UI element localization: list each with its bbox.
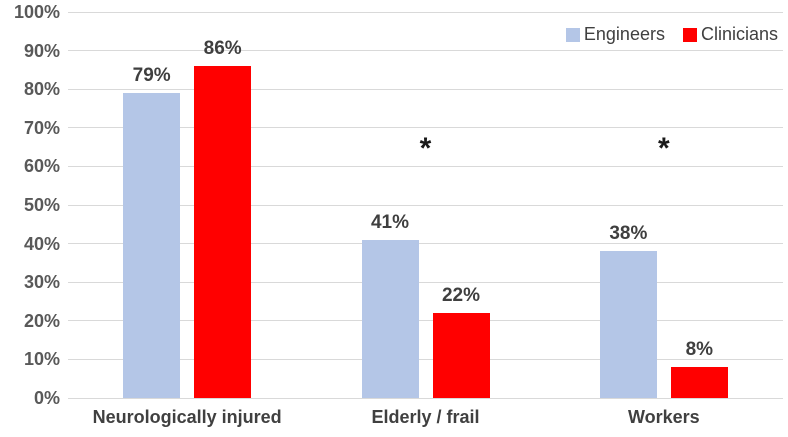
- bar-value-label: 86%: [203, 38, 242, 59]
- bar-engineers-2: [599, 251, 657, 398]
- gridline: [68, 358, 783, 360]
- significance-asterisk: *: [419, 132, 432, 166]
- bar-value-label: 22%: [441, 285, 481, 306]
- bar-engineers-0: [123, 93, 181, 398]
- y-axis-label: 0%: [33, 388, 60, 408]
- legend-label-clinicians: Clinicians: [700, 24, 778, 44]
- x-axis-label: Elderly / frail: [371, 407, 480, 427]
- y-axis-label: 80%: [23, 79, 60, 100]
- gridline: [68, 50, 783, 52]
- clinicians-swatch-icon: [682, 27, 697, 42]
- y-axis-label: 40%: [23, 233, 60, 254]
- gridline: [68, 165, 783, 167]
- bar-value-label: 41%: [370, 212, 410, 233]
- x-axis-label: Neurologically injured: [92, 407, 282, 427]
- bar-value-label: 38%: [609, 223, 648, 244]
- gridline: [68, 281, 783, 283]
- legend-item-clinicians: Clinicians: [682, 24, 778, 45]
- y-axis-label: 50%: [23, 195, 60, 215]
- legend-item-engineers: Engineers: [565, 24, 665, 45]
- y-axis-label: 60%: [23, 156, 60, 177]
- gridline: [68, 397, 783, 399]
- gridline: [68, 127, 783, 129]
- bar-value-label: 8%: [685, 339, 714, 360]
- gridline: [68, 243, 783, 245]
- bar-clinicians-2: [670, 367, 728, 398]
- legend: Engineers Clinicians: [565, 24, 778, 45]
- y-axis-label: 30%: [23, 272, 60, 293]
- y-axis-label: 90%: [23, 40, 60, 61]
- y-axis-label: 70%: [23, 117, 60, 138]
- bar-value-label: 79%: [132, 65, 171, 86]
- engineers-swatch-icon: [565, 27, 580, 42]
- significance-asterisk: *: [657, 132, 670, 166]
- gridline: [68, 88, 783, 90]
- gridline: [68, 11, 783, 13]
- y-axis-label: 20%: [23, 310, 60, 331]
- x-axis-label: Workers: [627, 407, 700, 427]
- y-axis-label: 100%: [13, 2, 60, 22]
- gridline: [68, 204, 783, 206]
- bar-clinicians-1: [432, 313, 490, 398]
- legend-label-engineers: Engineers: [583, 24, 665, 44]
- y-axis-label: 10%: [23, 349, 60, 370]
- bar-engineers-1: [361, 240, 419, 398]
- bar-clinicians-0: [194, 66, 252, 398]
- gridline: [68, 320, 783, 322]
